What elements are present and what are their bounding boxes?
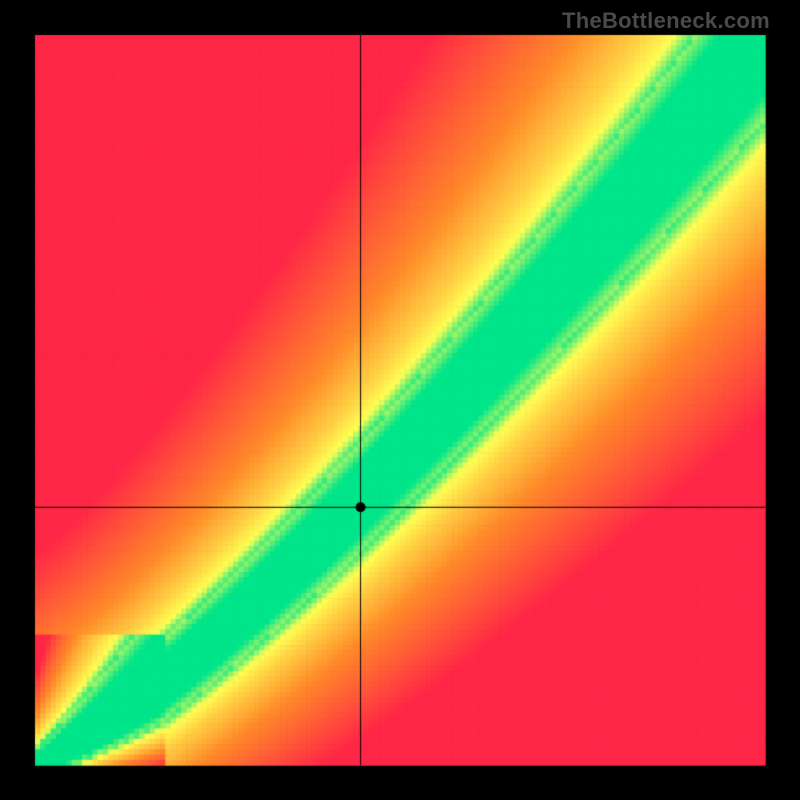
heatmap-canvas xyxy=(0,0,800,800)
watermark-text: TheBottleneck.com xyxy=(562,8,770,34)
chart-container: { "watermark": { "text": "TheBottleneck.… xyxy=(0,0,800,800)
